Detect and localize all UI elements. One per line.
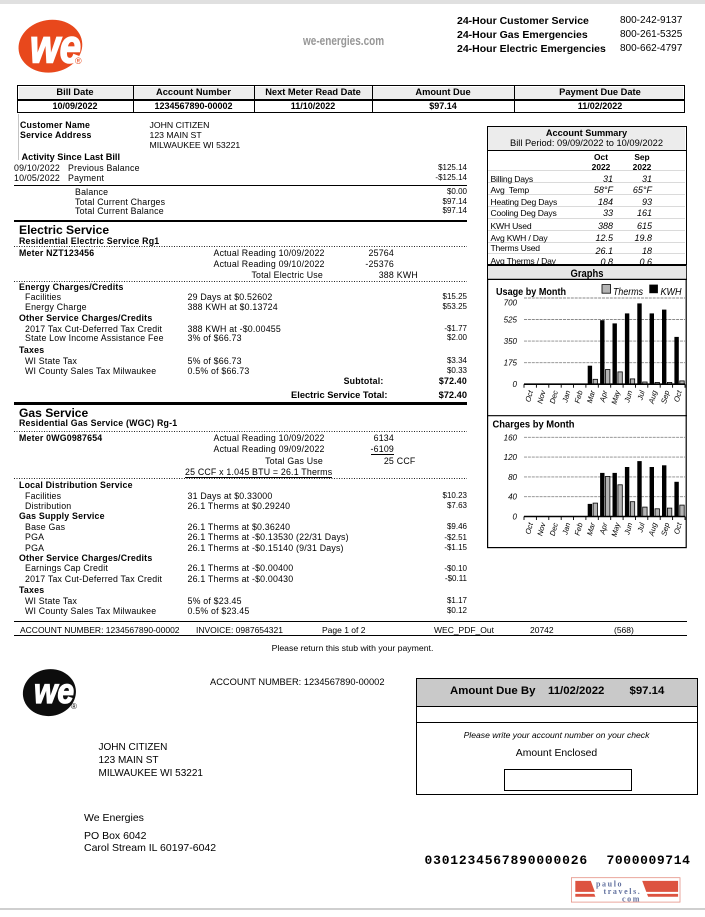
- svg-text:0: 0: [513, 380, 518, 389]
- svg-text:80: 80: [508, 473, 517, 482]
- svg-text:Oct: Oct: [672, 389, 684, 403]
- svg-text:Jul: Jul: [635, 389, 647, 402]
- svg-text:travels.: travels.: [604, 887, 642, 896]
- svg-text:we: we: [34, 672, 74, 711]
- svg-text:175: 175: [504, 359, 518, 368]
- svg-text:Sep: Sep: [659, 522, 671, 537]
- svg-text:Dec: Dec: [548, 389, 560, 404]
- svg-text:Feb: Feb: [573, 522, 585, 537]
- svg-text:®: ®: [75, 56, 82, 66]
- svg-text:40: 40: [508, 493, 517, 502]
- svg-text:Oct: Oct: [523, 389, 535, 403]
- svg-text:Jan: Jan: [560, 522, 572, 537]
- svg-text:we: we: [30, 20, 81, 73]
- svg-text:Feb: Feb: [573, 389, 585, 404]
- svg-text:May: May: [609, 520, 622, 537]
- svg-text:0: 0: [513, 513, 518, 522]
- svg-text:Jun: Jun: [622, 389, 634, 404]
- svg-text:Oct: Oct: [672, 521, 684, 535]
- svg-text:Aug: Aug: [647, 521, 660, 538]
- svg-text:Nov: Nov: [535, 388, 547, 404]
- svg-text:700: 700: [504, 298, 518, 307]
- svg-text:525: 525: [504, 316, 518, 325]
- svg-text:Apr: Apr: [597, 389, 609, 404]
- svg-text:Jan: Jan: [560, 389, 572, 404]
- svg-text:KWH: KWH: [661, 287, 683, 298]
- svg-text:Oct: Oct: [523, 521, 535, 535]
- svg-text:com: com: [622, 894, 641, 903]
- svg-text:®: ®: [71, 702, 77, 711]
- svg-text:Jun: Jun: [622, 522, 634, 537]
- svg-text:Mar: Mar: [585, 389, 597, 404]
- svg-text:Apr: Apr: [597, 521, 609, 536]
- svg-text:Dec: Dec: [548, 521, 560, 536]
- svg-text:120: 120: [504, 453, 518, 462]
- svg-text:160: 160: [504, 433, 518, 442]
- svg-text:Therms: Therms: [613, 287, 643, 298]
- svg-text:May: May: [609, 388, 622, 405]
- svg-text:Usage by Month: Usage by Month: [496, 286, 566, 298]
- svg-text:Mar: Mar: [585, 521, 597, 536]
- svg-text:Jul: Jul: [635, 521, 647, 534]
- svg-text:350: 350: [504, 337, 518, 346]
- svg-text:Aug: Aug: [647, 389, 660, 406]
- svg-text:Charges by Month: Charges by Month: [493, 419, 575, 431]
- svg-text:Nov: Nov: [535, 520, 547, 536]
- svg-text:Sep: Sep: [659, 389, 671, 404]
- svg-text:paulo: paulo: [596, 880, 623, 889]
- svg-text:Graphs: Graphs: [571, 268, 604, 280]
